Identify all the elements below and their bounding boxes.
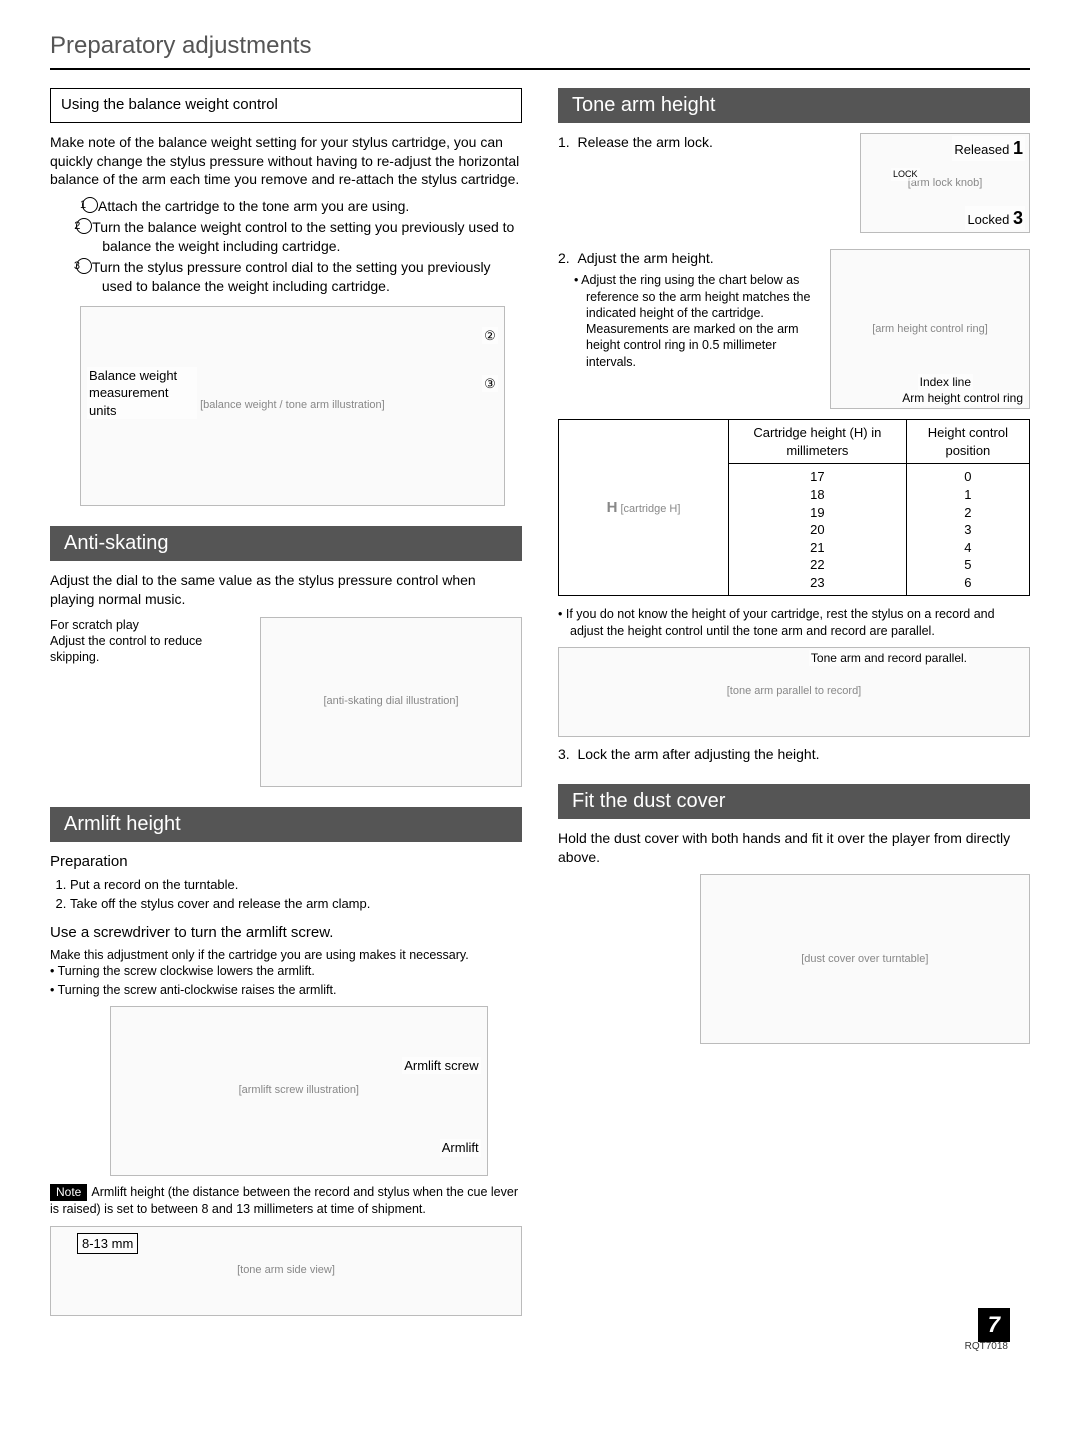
armlift-label: Armlift xyxy=(440,1139,481,1157)
step-num-icon: 2 xyxy=(76,218,92,234)
anti-skating-diagram: [anti-skating dial illustration] xyxy=(260,617,522,787)
scratch-body: Adjust the control to reduce skipping. xyxy=(50,633,250,666)
list-item: 2 Turn the balance weight control to the … xyxy=(50,218,522,256)
right-column: Tone arm height 1. Release the arm lock.… xyxy=(558,88,1030,1315)
page: Preparatory adjustments Using the balanc… xyxy=(50,30,1030,1356)
cartridge-image-cell: H [cartridge H] xyxy=(559,420,729,596)
page-title: Preparatory adjustments xyxy=(50,30,1030,70)
balance-weight-diagram: [balance weight / tone arm illustration]… xyxy=(80,306,505,506)
step-num-icon: 1 xyxy=(82,197,98,213)
armlift-heading: Armlift height xyxy=(50,807,522,842)
callout-2: ② xyxy=(482,327,498,345)
list-item: If you do not know the height of your ca… xyxy=(558,606,1030,639)
unknown-height-note: If you do not know the height of your ca… xyxy=(558,606,1030,639)
parallel-diagram: [tone arm parallel to record] Tone arm a… xyxy=(558,647,1030,737)
dust-cover-heading: Fit the dust cover xyxy=(558,784,1030,819)
index-line-label: Index line xyxy=(918,374,973,390)
dust-cover-body: Hold the dust cover with both hands and … xyxy=(558,829,1030,867)
armlift-range-label: 8-13 mm xyxy=(77,1233,138,1255)
armlift-screw-bullets: Turning the screw clockwise lowers the a… xyxy=(50,963,522,998)
scratch-text: For scratch play Adjust the control to r… xyxy=(50,617,250,666)
armlift-screw-body: Make this adjustment only if the cartrid… xyxy=(50,947,522,963)
tone-arm-heading: Tone arm height xyxy=(558,88,1030,123)
table-cell: 17 18 19 20 21 22 23 xyxy=(729,464,907,596)
scratch-title: For scratch play xyxy=(50,617,250,633)
armlift-screw-diagram: [armlift screw illustration] Armlift scr… xyxy=(110,1006,488,1176)
ring-label: Arm height control ring xyxy=(900,390,1025,406)
list-item: Turning the screw anti-clockwise raises … xyxy=(50,982,522,998)
table-header: Height control position xyxy=(906,420,1029,464)
tone-arm-step2-bullets: Adjust the ring using the chart below as… xyxy=(574,272,820,370)
list-item: Adjust the ring using the chart below as… xyxy=(574,272,820,370)
lock-text: LOCK xyxy=(891,168,920,180)
arm-lock-diagram: [arm lock knob] Released 1 LOCK Locked 3 xyxy=(860,133,1030,233)
armlift-screw-label: Armlift screw xyxy=(402,1057,480,1075)
page-number: 7 xyxy=(978,1308,1010,1342)
table-cell: 0 1 2 3 4 5 6 xyxy=(906,464,1029,596)
armlift-note-body: Armlift height (the distance between the… xyxy=(50,1185,518,1217)
balance-weight-subhead: Using the balance weight control xyxy=(50,88,522,122)
list-item: Put a record on the turntable. xyxy=(70,876,522,894)
step-text: Turn the stylus pressure control dial to… xyxy=(102,258,522,296)
locked-label: Locked 3 xyxy=(965,206,1025,230)
armlift-range-diagram: [tone arm side view] 8-13 mm xyxy=(50,1226,522,1316)
dust-cover-diagram: [dust cover over turntable] xyxy=(700,874,1030,1044)
tone-arm-step3: 3. Lock the arm after adjusting the heig… xyxy=(558,745,1030,764)
list-item: Take off the stylus cover and release th… xyxy=(70,895,522,913)
step-text: Turn the balance weight control to the s… xyxy=(102,218,522,256)
table-row: H [cartridge H] Cartridge height (H) in … xyxy=(559,420,1030,464)
tone-arm-step2: 2. Adjust the arm height. Adjust the rin… xyxy=(558,249,820,371)
content-columns: Using the balance weight control Make no… xyxy=(50,88,1030,1315)
h-letter: H xyxy=(607,499,618,516)
callout-3: ③ xyxy=(482,375,498,393)
armlift-note: NoteArmlift height (the distance between… xyxy=(50,1184,522,1218)
step-num-icon: 3 xyxy=(76,258,92,274)
anti-skating-row: For scratch play Adjust the control to r… xyxy=(50,617,522,787)
list-item: 1 Attach the cartridge to the tone arm yo… xyxy=(50,197,522,216)
anti-skating-heading: Anti-skating xyxy=(50,526,522,561)
released-label: Released 1 xyxy=(952,136,1025,160)
tone-arm-step1-row: 1. Release the arm lock. [arm lock knob]… xyxy=(558,133,1030,233)
arm-height-diagram: [arm height control ring] Index line Arm… xyxy=(830,249,1030,409)
balance-weight-steps: 1 Attach the cartridge to the tone arm yo… xyxy=(50,197,522,295)
list-item: Turning the screw clockwise lowers the a… xyxy=(50,963,522,979)
balance-weight-label: Balance weight measurement units xyxy=(87,367,197,420)
armlift-screw-title: Use a screwdriver to turn the armlift sc… xyxy=(50,923,522,943)
cartridge-height-table: H [cartridge H] Cartridge height (H) in … xyxy=(558,419,1030,596)
step-text: Attach the cartridge to the tone arm you… xyxy=(108,197,409,216)
tone-arm-step2-row: 2. Adjust the arm height. Adjust the rin… xyxy=(558,249,1030,409)
anti-skating-body: Adjust the dial to the same value as the… xyxy=(50,571,522,609)
left-column: Using the balance weight control Make no… xyxy=(50,88,522,1315)
parallel-label: Tone arm and record parallel. xyxy=(809,650,969,666)
armlift-prep-steps: Put a record on the turntable. Take off … xyxy=(50,876,522,913)
note-tag: Note xyxy=(50,1184,87,1202)
list-item: 3 Turn the stylus pressure control dial t… xyxy=(50,258,522,296)
balance-weight-intro: Make note of the balance weight setting … xyxy=(50,133,522,190)
table-header: Cartridge height (H) in millimeters xyxy=(729,420,907,464)
tone-arm-step1: 1. Release the arm lock. xyxy=(558,133,850,152)
armlift-prep-title: Preparation xyxy=(50,852,522,872)
doc-code: RQT7018 xyxy=(965,1340,1008,1354)
